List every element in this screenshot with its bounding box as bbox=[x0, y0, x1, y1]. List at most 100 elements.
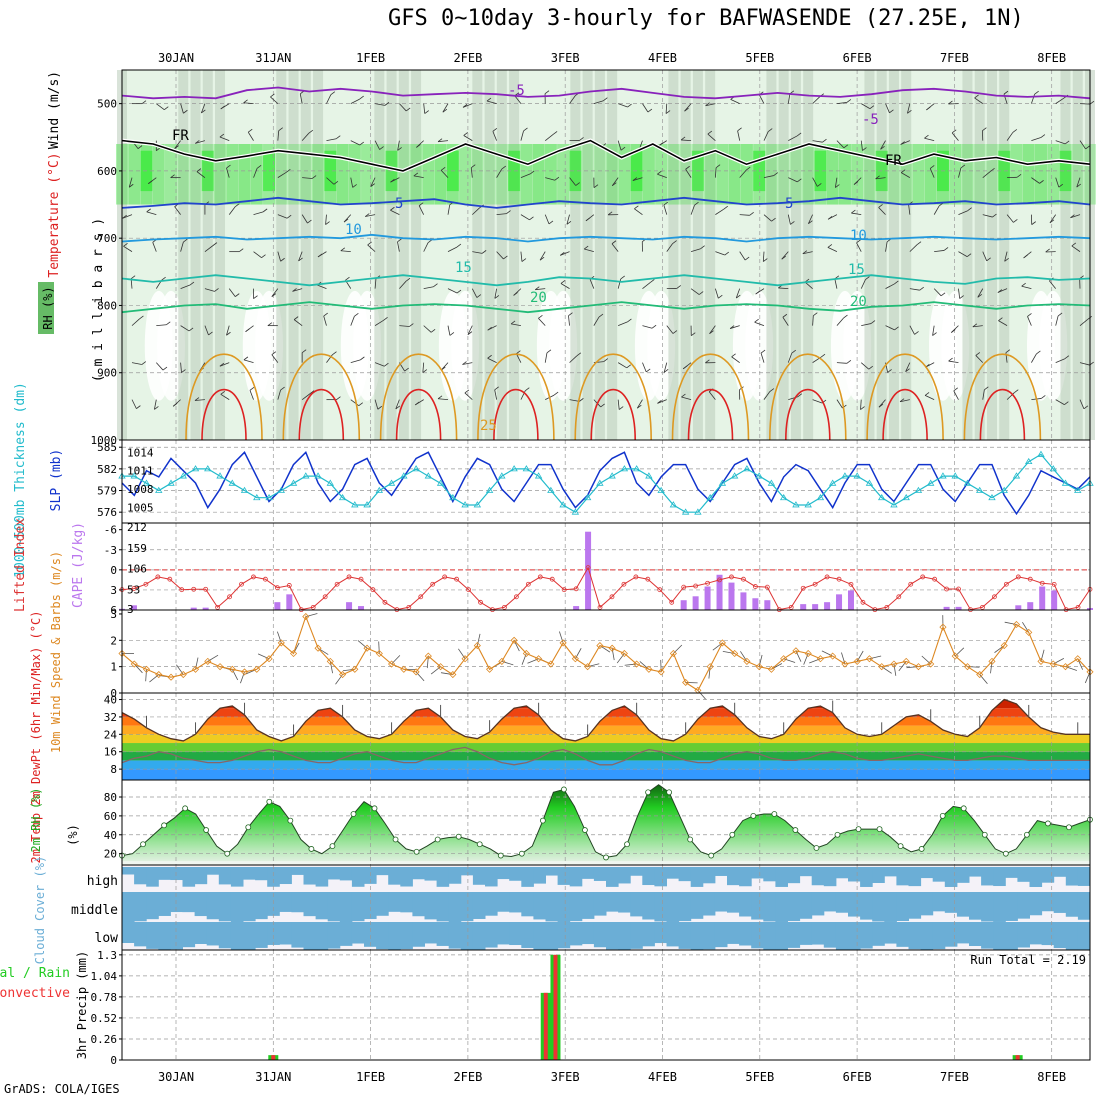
wind-barb-flag bbox=[280, 386, 285, 391]
wind-barb-flag bbox=[365, 213, 370, 217]
wind-barb bbox=[494, 389, 498, 400]
wind-barb bbox=[948, 360, 959, 364]
wind-barb-flag bbox=[212, 242, 218, 246]
lifted-index-tick-label: 3 bbox=[110, 584, 117, 597]
rh-moist-layer bbox=[1071, 144, 1084, 205]
wind-barb-flag bbox=[162, 366, 168, 371]
cloud-bar bbox=[932, 892, 946, 912]
wind-barb-flag bbox=[930, 165, 935, 169]
wind-barb bbox=[196, 171, 206, 178]
thickness-marker bbox=[485, 486, 494, 493]
wind-barb-flag bbox=[755, 290, 760, 295]
thickness-marker bbox=[669, 501, 678, 508]
wind-barb bbox=[253, 211, 264, 216]
wind-speed-marker bbox=[216, 663, 224, 671]
cloud-bar bbox=[1065, 922, 1079, 950]
wind-barb bbox=[1006, 392, 1015, 400]
thickness-marker bbox=[1000, 486, 1008, 493]
lifted-index-marker bbox=[322, 594, 328, 600]
wind-barb bbox=[462, 362, 473, 365]
wind-barb bbox=[739, 169, 747, 178]
rh-marker bbox=[308, 846, 315, 852]
wind-barb bbox=[423, 242, 429, 252]
cloud-bar bbox=[593, 892, 607, 916]
lifted-index-marker bbox=[513, 594, 519, 600]
wind-barb bbox=[909, 325, 915, 335]
wind-barb bbox=[1049, 280, 1057, 289]
wind-barb-flag bbox=[990, 168, 995, 172]
wind-barb-flag bbox=[769, 388, 775, 392]
wind-barb-flag bbox=[243, 356, 249, 361]
wind-barb-flag bbox=[139, 315, 144, 320]
wind-barb bbox=[316, 284, 327, 290]
wind-speed-marker bbox=[584, 663, 592, 671]
wind-barb bbox=[219, 136, 230, 142]
wind-barb bbox=[301, 214, 308, 224]
lifted-index-marker bbox=[645, 576, 651, 582]
wind-barb bbox=[739, 251, 746, 261]
lifted-index-marker bbox=[824, 574, 830, 580]
wind-barb bbox=[880, 140, 886, 150]
temperature-band bbox=[122, 725, 1090, 735]
wind-barb-flag bbox=[951, 329, 956, 333]
wind-barb bbox=[180, 241, 184, 252]
lifted-index-axis-title: Lifted Index bbox=[13, 518, 28, 612]
wind-barb-flag bbox=[865, 276, 870, 280]
wind-speed-marker bbox=[780, 655, 788, 663]
wind-barb-flag bbox=[1003, 90, 1009, 95]
wind-barb-flag bbox=[510, 320, 516, 325]
wind-barb-flag bbox=[129, 183, 134, 188]
cape-bar bbox=[130, 605, 137, 610]
wind-barb bbox=[982, 214, 993, 218]
lifted-index-marker bbox=[896, 594, 902, 600]
surface-wind-barb bbox=[240, 671, 245, 684]
cloud-bar bbox=[545, 892, 559, 922]
temperature-tick-label: 24 bbox=[104, 728, 118, 741]
wind-barb-flag bbox=[226, 164, 231, 169]
temperature-contour-30 bbox=[493, 388, 539, 441]
cloud-bar bbox=[521, 867, 534, 887]
cloud-bar bbox=[727, 892, 740, 913]
rh-marker bbox=[960, 805, 967, 812]
rh-humid-column bbox=[974, 70, 985, 440]
wind-barb-flag bbox=[161, 276, 166, 281]
wind-barb-flag bbox=[953, 387, 959, 392]
cloud-bar bbox=[860, 867, 873, 887]
cape-bar bbox=[716, 574, 723, 610]
wind-speed-marker bbox=[657, 668, 665, 676]
surface-wind-barb bbox=[145, 669, 147, 682]
wind-barb bbox=[228, 288, 236, 297]
thickness-marker bbox=[657, 486, 665, 493]
cloud-bar bbox=[714, 892, 728, 912]
rh-marker bbox=[476, 841, 483, 848]
wind-barb-flag bbox=[208, 331, 213, 336]
wind-barb bbox=[1006, 132, 1014, 141]
rh-moist-layer bbox=[532, 144, 545, 205]
cloud-bar bbox=[1041, 922, 1055, 946]
lifted-index-marker bbox=[812, 581, 818, 587]
wind-barb bbox=[787, 93, 791, 104]
wind-barb bbox=[1071, 245, 1081, 252]
cape-tick-label: 159 bbox=[127, 542, 147, 555]
rh-humid-column bbox=[680, 70, 691, 440]
wind-barb-flag bbox=[226, 331, 231, 336]
wind-speed-marker bbox=[265, 655, 273, 663]
wind-barb-flag bbox=[900, 169, 906, 173]
rh-dry-pocket bbox=[157, 290, 186, 401]
cloud-bar bbox=[170, 867, 183, 881]
rh-moist-layer bbox=[728, 144, 741, 205]
cloud-bar bbox=[1053, 867, 1067, 877]
thickness-marker bbox=[179, 472, 187, 479]
wind-speed-marker bbox=[277, 639, 285, 647]
cloud-bar bbox=[230, 922, 244, 950]
wind-speed-marker bbox=[510, 636, 518, 644]
thickness-marker bbox=[828, 479, 837, 486]
cloud-bar bbox=[291, 892, 304, 913]
wind-barb bbox=[666, 243, 673, 252]
cloud-bar bbox=[702, 867, 716, 884]
thickness-marker bbox=[1049, 465, 1057, 472]
cloud-bar bbox=[424, 867, 438, 881]
wind-speed-marker bbox=[976, 670, 984, 679]
lifted-index-marker bbox=[729, 574, 734, 580]
wind-barb bbox=[413, 175, 424, 179]
